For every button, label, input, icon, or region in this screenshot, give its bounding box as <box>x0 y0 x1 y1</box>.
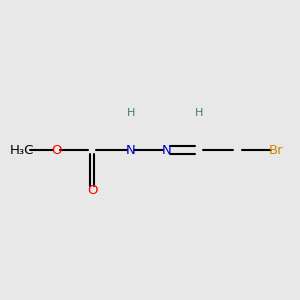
Text: O: O <box>87 184 97 196</box>
Text: O: O <box>51 143 62 157</box>
Text: H: H <box>127 108 135 118</box>
Text: N: N <box>161 143 171 157</box>
Text: H: H <box>195 108 203 118</box>
Text: Br: Br <box>269 143 284 157</box>
Text: H₃C: H₃C <box>10 143 34 157</box>
Text: N: N <box>126 143 136 157</box>
